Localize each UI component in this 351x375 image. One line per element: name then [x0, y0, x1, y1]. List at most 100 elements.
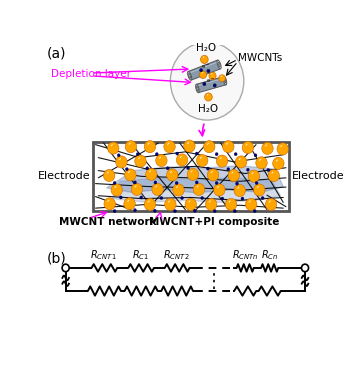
Circle shape [125, 141, 137, 153]
Circle shape [140, 196, 143, 199]
Circle shape [124, 198, 135, 210]
Circle shape [144, 198, 156, 210]
Circle shape [223, 141, 234, 153]
Circle shape [215, 182, 218, 184]
Circle shape [213, 84, 216, 87]
Circle shape [176, 154, 188, 166]
Circle shape [116, 156, 127, 168]
Circle shape [155, 153, 158, 156]
Circle shape [117, 154, 120, 157]
Circle shape [253, 210, 256, 213]
Circle shape [236, 182, 239, 185]
Text: H₂O: H₂O [196, 44, 216, 53]
Circle shape [173, 184, 184, 196]
Ellipse shape [189, 74, 191, 78]
Ellipse shape [224, 78, 226, 83]
Circle shape [203, 82, 206, 86]
Text: MWCNT network: MWCNT network [59, 217, 157, 227]
Polygon shape [188, 62, 218, 74]
Circle shape [227, 168, 230, 171]
Polygon shape [112, 178, 280, 203]
Circle shape [199, 68, 203, 72]
Circle shape [246, 168, 250, 171]
Ellipse shape [217, 60, 221, 69]
Circle shape [242, 141, 254, 154]
Circle shape [146, 167, 149, 170]
Polygon shape [197, 78, 224, 86]
Circle shape [214, 184, 225, 196]
Circle shape [207, 169, 219, 181]
Circle shape [152, 183, 163, 195]
Ellipse shape [223, 76, 227, 85]
Circle shape [277, 143, 289, 155]
Circle shape [261, 196, 264, 200]
Circle shape [193, 183, 205, 195]
Circle shape [233, 210, 236, 213]
Circle shape [268, 170, 279, 182]
Circle shape [219, 75, 225, 82]
Circle shape [160, 196, 163, 200]
Circle shape [187, 168, 199, 180]
Ellipse shape [218, 62, 220, 67]
Circle shape [180, 196, 184, 200]
Circle shape [175, 182, 178, 184]
Text: Depletion layer: Depletion layer [51, 69, 131, 79]
Circle shape [302, 264, 309, 272]
Circle shape [166, 167, 169, 170]
Circle shape [265, 198, 277, 210]
Circle shape [133, 209, 137, 212]
Circle shape [241, 197, 244, 200]
Circle shape [207, 69, 210, 73]
Circle shape [135, 155, 146, 167]
Text: (a): (a) [47, 46, 66, 60]
Circle shape [256, 157, 267, 169]
Polygon shape [106, 166, 283, 193]
Circle shape [245, 198, 257, 210]
Circle shape [215, 153, 218, 156]
Circle shape [164, 141, 175, 153]
Text: e$^-$: e$^-$ [201, 63, 210, 71]
Circle shape [170, 42, 244, 120]
Circle shape [209, 72, 216, 80]
Circle shape [205, 93, 212, 101]
Circle shape [221, 197, 224, 200]
Circle shape [200, 56, 208, 63]
Circle shape [176, 152, 179, 155]
Circle shape [104, 170, 115, 182]
Text: $R_{CNT\,1}$: $R_{CNT\,1}$ [91, 248, 118, 262]
Text: Electrode: Electrode [38, 171, 90, 182]
Text: e$^-$: e$^-$ [206, 77, 215, 85]
Circle shape [234, 184, 245, 196]
Circle shape [111, 184, 122, 196]
Circle shape [107, 142, 119, 154]
Circle shape [125, 168, 128, 171]
Polygon shape [196, 76, 226, 93]
Circle shape [267, 168, 270, 172]
Circle shape [184, 140, 195, 152]
Circle shape [273, 158, 284, 170]
Text: MWCNT+PI composite: MWCNT+PI composite [148, 217, 279, 227]
Circle shape [248, 170, 260, 182]
Ellipse shape [197, 86, 198, 91]
Circle shape [119, 196, 122, 199]
Bar [93, 142, 289, 211]
Circle shape [154, 181, 157, 184]
Circle shape [173, 210, 177, 213]
Circle shape [216, 155, 228, 167]
Circle shape [62, 264, 69, 272]
Circle shape [204, 141, 215, 153]
Circle shape [133, 181, 137, 184]
Circle shape [195, 152, 198, 155]
Circle shape [199, 71, 206, 78]
Circle shape [254, 184, 265, 196]
Text: $R_{C1}$: $R_{C1}$ [132, 248, 150, 262]
Circle shape [205, 198, 217, 210]
Circle shape [195, 181, 198, 184]
Circle shape [156, 154, 167, 166]
Text: MWCNTs: MWCNTs [238, 53, 283, 63]
Circle shape [136, 153, 139, 156]
Circle shape [125, 169, 136, 181]
Circle shape [153, 209, 156, 212]
Circle shape [113, 182, 116, 184]
Circle shape [236, 156, 247, 168]
